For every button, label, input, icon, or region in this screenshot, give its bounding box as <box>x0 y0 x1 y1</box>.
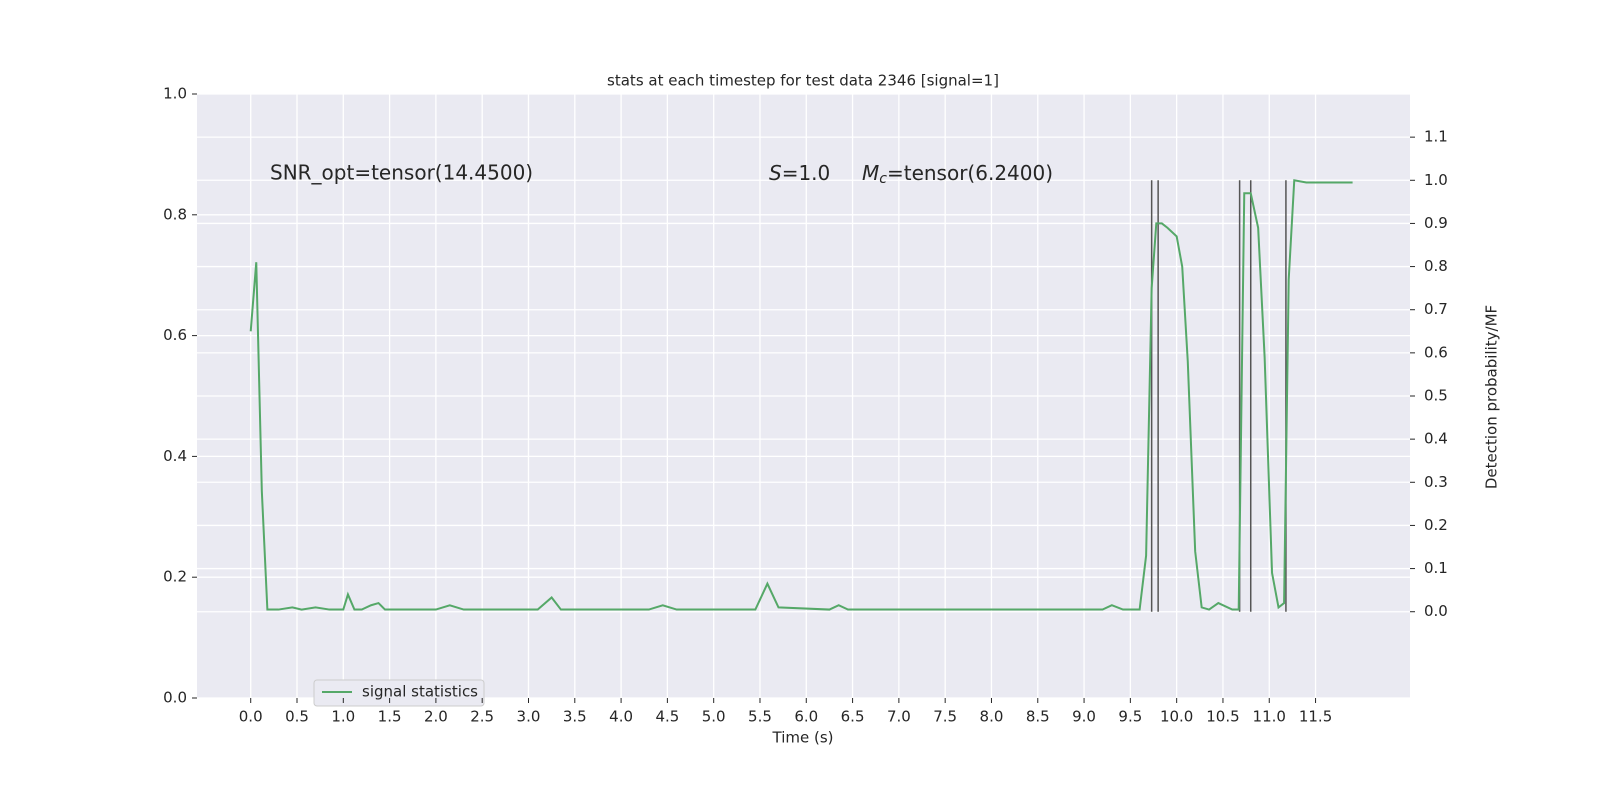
x-tick-label: 3.5 <box>563 708 587 726</box>
x-tick-label: 2.5 <box>470 708 494 726</box>
x-tick-label: 0.0 <box>239 708 263 726</box>
y2-axis-label: Detection probability/MF <box>1483 305 1501 489</box>
x-tick-label: 7.5 <box>933 708 957 726</box>
x-tick-label: 8.5 <box>1026 708 1050 726</box>
x-tick-label: 8.0 <box>980 708 1004 726</box>
annotation: SNR_opt=tensor(14.4500) <box>270 161 533 185</box>
y2-tick-label: 1.0 <box>1424 171 1448 189</box>
y2-tick-label: 0.0 <box>1424 602 1448 620</box>
x-tick-label: 9.0 <box>1072 708 1096 726</box>
legend-box <box>313 679 485 707</box>
y-tick-label: 1.0 <box>163 85 187 103</box>
y-tick-label: 0.6 <box>163 326 187 344</box>
annotation-text: =tensor(6.2400) <box>887 161 1053 185</box>
chart-title: stats at each timestep for test data 234… <box>607 72 999 90</box>
x-tick-label: 2.0 <box>424 708 448 726</box>
x-tick-label: 4.0 <box>609 708 633 726</box>
legend-label: signal statistics <box>362 683 478 701</box>
annotation-symbol: M <box>862 161 879 185</box>
y2-tick-label: 0.9 <box>1424 214 1448 232</box>
y-tick-label: 0.2 <box>163 568 187 586</box>
y2-tick-label: 0.6 <box>1424 343 1448 361</box>
annotation-subscript: c <box>879 171 887 187</box>
y2-tick-label: 0.3 <box>1424 473 1448 491</box>
y-tick-label: 0.8 <box>163 205 187 223</box>
x-tick-label: 11.5 <box>1299 708 1332 726</box>
x-tick-label: 5.5 <box>748 708 772 726</box>
y2-tick-label: 0.7 <box>1424 300 1448 318</box>
y2-tick-label: 0.1 <box>1424 559 1448 577</box>
annotation-symbol: S <box>769 161 782 185</box>
x-axis-label: Time (s) <box>772 729 834 747</box>
x-tick-label: 9.5 <box>1118 708 1142 726</box>
annotation: Mc=tensor(6.2400) <box>862 161 1053 188</box>
x-tick-label: 5.0 <box>702 708 726 726</box>
x-tick-label: 11.0 <box>1253 708 1286 726</box>
x-tick-label: 6.5 <box>841 708 865 726</box>
y2-tick-label: 0.8 <box>1424 257 1448 275</box>
y2-tick-label: 0.2 <box>1424 516 1448 534</box>
x-tick-label: 3.0 <box>517 708 541 726</box>
annotation-text: =1.0 <box>782 161 831 185</box>
x-tick-label: 1.0 <box>331 708 355 726</box>
y-tick-label: 0.0 <box>163 689 187 707</box>
x-tick-label: 4.5 <box>655 708 679 726</box>
x-tick-label: 10.0 <box>1160 708 1193 726</box>
y2-tick-label: 1.1 <box>1424 128 1448 146</box>
annotation: S=1.0 <box>769 161 830 185</box>
data-line <box>249 179 1353 611</box>
x-tick-label: 0.5 <box>285 708 309 726</box>
y2-tick-label: 0.4 <box>1424 430 1448 448</box>
x-tick-label: 6.0 <box>794 708 818 726</box>
x-tick-label: 10.5 <box>1206 708 1239 726</box>
y-tick-label: 0.4 <box>163 447 187 465</box>
y2-tick-label: 0.5 <box>1424 387 1448 405</box>
x-tick-label: 1.5 <box>378 708 402 726</box>
x-tick-label: 7.0 <box>887 708 911 726</box>
